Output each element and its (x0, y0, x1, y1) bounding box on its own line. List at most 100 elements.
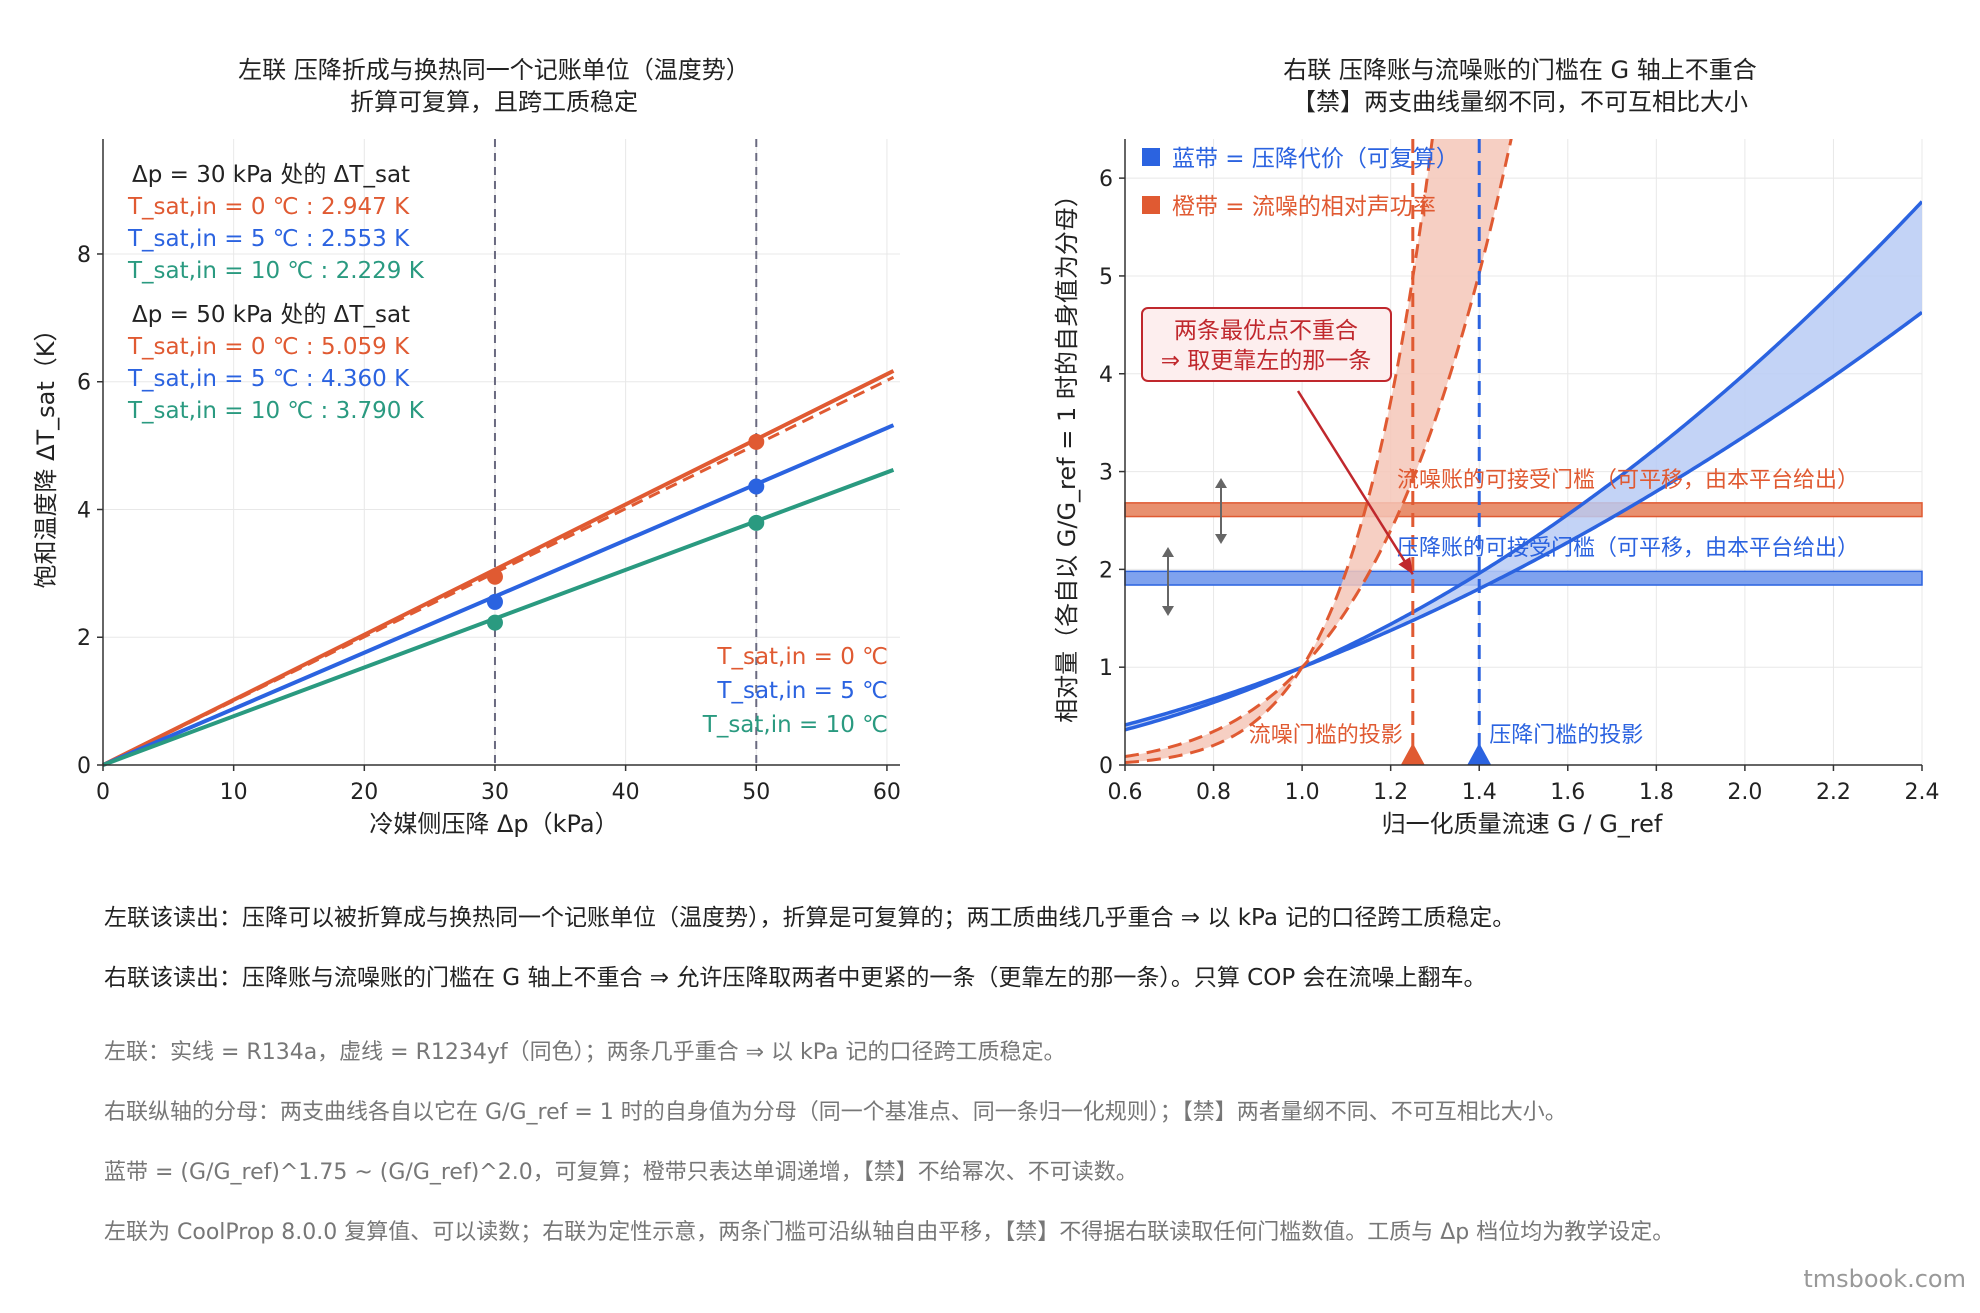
right-callout: 两条最优点不重合 ⇒ 取更靠左的那一条 (1141, 307, 1414, 575)
left-readout-line: Δp = 30 kPa 处的 ΔT_sat (132, 162, 410, 188)
left-legend-label: T_sat,in = 10 ℃ (702, 712, 888, 738)
right-double-arrows (1162, 478, 1227, 616)
left-data-marker-5 (748, 514, 765, 531)
left-panel: 左联 压降折成与换热同一个记账单位（温度势） 折算可复算，且跨工质稳定 0 10 2… (32, 56, 901, 838)
left-legend: T_sat,in = 0 ℃ T_sat,in = 5 ℃ T_sat,in = 1… (702, 644, 888, 738)
left-y-tick-label: 2 (77, 626, 91, 651)
threshold-label-blue: 压降账的可接受门槛（可平移，由本平台给出） (1397, 536, 1859, 561)
left-ticks: 0 10 20 30 40 50 60 0 2 4 6 8 (77, 243, 901, 805)
right-y-label: 相对量（各自以 G/G_ref = 1 时的自身值为分母） (1053, 183, 1081, 723)
left-x-tick-label: 30 (481, 780, 509, 805)
shift-arrow-head-up (1162, 547, 1174, 557)
left-x-tick-label: 10 (220, 780, 248, 805)
right-y-tick-label: 6 (1099, 167, 1113, 192)
left-markers (486, 433, 765, 631)
left-readout-line: T_sat,in = 5 ℃ : 4.360 K (127, 366, 410, 392)
left-readout-line: T_sat,in = 0 ℃ : 2.947 K (127, 194, 410, 220)
right-ticks: 0.6 0.8 1.0 1.2 1.4 1.6 1.8 2.0 2.2 2.4 0 1 2 3 4 5 6 (1099, 167, 1940, 805)
right-x-tick-label: 2.4 (1905, 780, 1940, 805)
right-threshold-labels: 流噪账的可接受门槛（可平移，由本平台给出） 压降账的可接受门槛（可平移，由本平台给… (1397, 468, 1859, 561)
projection-label: 压降门槛的投影 (1489, 723, 1643, 748)
callout-arrow-head (1398, 556, 1413, 575)
legend-label: 蓝带 = 压降代价（可复算） (1172, 146, 1459, 172)
left-y-label: 饱和温度降 ΔT_sat（K） (32, 317, 60, 588)
right-x-tick-label: 0.8 (1196, 780, 1231, 805)
right-title: 右联 压降账与流噪账的门槛在 G 轴上不重合 (1283, 56, 1756, 84)
note-line-4: 左联为 CoolProp 8.0.0 复算值、可以读数；右联为定性示意，两条门槛… (104, 1220, 1675, 1245)
left-series-line-0 (102, 369, 895, 767)
right-x-tick-label: 1.8 (1639, 780, 1674, 805)
shift-arrow-head-down (1215, 534, 1227, 544)
note-line-1: 左联：实线 = R134a，虚线 = R1234yf（同色）；两条几乎重合 ⇒ … (104, 1040, 1066, 1065)
left-readout-line: T_sat,in = 5 ℃ : 2.553 K (127, 226, 410, 252)
left-readout-line: T_sat,in = 10 ℃ : 3.790 K (127, 398, 425, 424)
projection-marker-blue (1467, 743, 1492, 765)
left-data-marker-3 (748, 433, 765, 450)
left-subtitle: 折算可复算，且跨工质稳定 (350, 88, 638, 116)
legend-swatch-blue (1142, 148, 1160, 166)
band-fill-orange (1125, 139, 1512, 763)
right-x-tick-label: 1.6 (1550, 780, 1585, 805)
left-data-marker-1 (486, 593, 503, 610)
right-bands (1125, 139, 1922, 765)
left-y-tick-label: 0 (77, 754, 91, 779)
left-axes (102, 139, 900, 766)
left-x-tick-label: 40 (612, 780, 640, 805)
right-x-tick-label: 1.0 (1285, 780, 1320, 805)
right-subtitle: 【禁】两支曲线量纲不同，不可互相比大小 (1292, 88, 1748, 116)
right-y-tick-label: 0 (1099, 754, 1113, 779)
left-legend-label: T_sat,in = 0 ℃ (716, 644, 888, 670)
band-edge-blue-lower (1125, 310, 1922, 727)
callout-box (1141, 307, 1392, 382)
left-legend-label: T_sat,in = 5 ℃ (716, 678, 888, 704)
left-data-marker-2 (486, 614, 503, 631)
legend-label: 橙带 = 流噪的相对声功率 (1172, 194, 1436, 220)
left-data-marker-4 (748, 478, 765, 495)
left-readout-line: T_sat,in = 10 ℃ : 2.229 K (127, 258, 425, 284)
left-x-tick-label: 0 (96, 780, 110, 805)
shift-arrow-head-down (1162, 606, 1174, 616)
right-projections: 流噪门槛的投影 压降门槛的投影 (1249, 139, 1643, 765)
left-y-tick-label: 4 (77, 498, 91, 523)
left-series (102, 369, 895, 767)
right-x-tick-label: 1.2 (1373, 780, 1408, 805)
band-fill-blue (1125, 201, 1922, 730)
right-x-tick-label: 2.2 (1816, 780, 1851, 805)
left-y-tick-label: 8 (77, 243, 91, 268)
right-y-tick-label: 3 (1099, 461, 1113, 486)
right-x-tick-label: 2.0 (1727, 780, 1762, 805)
right-readout-note: 右联该读出：压降账与流噪账的门槛在 G 轴上不重合 ⇒ 允许压降取两者中更紧的一… (104, 965, 1487, 991)
right-grid (1124, 139, 1923, 766)
left-readout-line: Δp = 50 kPa 处的 ΔT_sat (132, 302, 410, 328)
threshold-band-blue (1124, 570, 1923, 586)
callout-arrow-line (1296, 390, 1414, 575)
band-edge-blue-upper (1125, 200, 1922, 732)
left-readout-note: 左联该读出：压降可以被折算成与换热同一个记账单位（温度势），折算是可复算的；两工… (104, 905, 1516, 931)
right-x-tick-label: 1.4 (1462, 780, 1497, 805)
right-y-tick-label: 4 (1099, 363, 1113, 388)
right-x-tick-label: 0.6 (1108, 780, 1143, 805)
left-x-tick-label: 60 (873, 780, 901, 805)
left-vlines (493, 139, 758, 765)
projection-label: 流噪门槛的投影 (1249, 723, 1403, 748)
left-readout-line: T_sat,in = 0 ℃ : 5.059 K (127, 334, 410, 360)
left-x-tick-label: 20 (350, 780, 378, 805)
right-y-tick-label: 5 (1099, 265, 1113, 290)
left-x-tick-label: 50 (742, 780, 770, 805)
left-title: 左联 压降折成与换热同一个记账单位（温度势） (238, 56, 750, 84)
right-x-label: 归一化质量流速 G / G_ref (1382, 810, 1663, 838)
right-y-tick-label: 1 (1099, 656, 1113, 681)
left-x-label: 冷媒侧压降 Δp（kPa） (369, 810, 618, 838)
callout-line-1: 两条最优点不重合 (1174, 318, 1358, 344)
threshold-band-orange (1124, 502, 1923, 518)
band-edge-orange-lower (1125, 139, 1513, 759)
watermark: tmsbook.com (1803, 1265, 1966, 1293)
note-line-3: 蓝带 = (G/G_ref)^1.75 ~ (G/G_ref)^2.0，可复算；… (104, 1160, 1138, 1185)
right-y-tick-label: 2 (1099, 558, 1113, 583)
left-readouts: Δp = 30 kPa 处的 ΔT_sat T_sat,in = 0 ℃ : 2.… (127, 162, 425, 424)
callout-line-2: ⇒ 取更靠左的那一条 (1161, 348, 1372, 374)
legend-swatch-orange (1142, 196, 1160, 214)
right-band-group (1125, 139, 1922, 765)
projection-marker-orange (1400, 743, 1425, 765)
